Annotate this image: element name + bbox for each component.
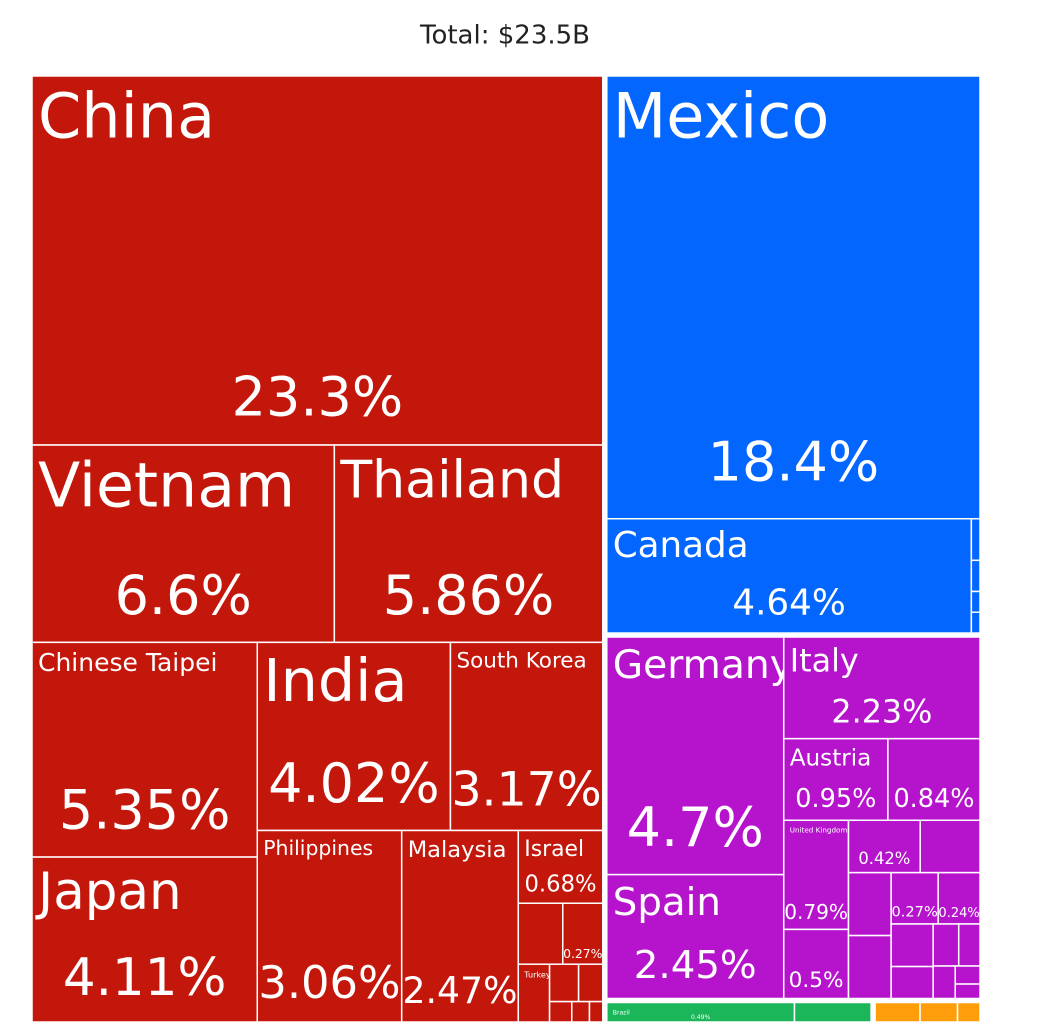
tile [606,75,981,520]
tile [606,636,785,876]
tile-label: Germany [613,643,793,688]
tile-label: Israel [524,837,584,862]
tile [890,965,934,1000]
tile [932,923,960,967]
tile [31,444,336,644]
tile-value: 0.68% [524,872,596,898]
tile-label: Austria [790,745,872,771]
tile-value: 0.95% [795,784,876,814]
tile-label: Vietnam [38,449,295,521]
tile-label: Mexico [613,80,830,153]
tile-label: United Kingdom [790,826,848,835]
tile-value: 4.7% [627,796,764,859]
tile-value: 0.24% [938,906,979,921]
tile [847,819,921,874]
tile [562,902,604,965]
tile-label: Canada [613,525,749,566]
tile-value: 18.4% [708,430,880,493]
tile [517,829,604,904]
tile [548,1000,573,1023]
tile [400,829,520,1023]
tile-value: 3.17% [451,763,601,818]
tile [31,641,259,858]
tile-value: 5.86% [383,564,555,627]
tile-value: 4.64% [732,582,845,623]
tile [847,871,892,937]
tile-value: 23.3% [232,365,404,428]
tile [577,963,604,1003]
tile-value: 2.45% [634,943,757,988]
tile [570,1000,591,1023]
tile [956,1001,981,1023]
tile [890,923,934,968]
tile [588,1000,604,1023]
tile-label: Philippines [263,836,373,860]
tile [31,75,604,446]
tile [874,1001,921,1023]
tile-value: 0.79% [784,900,848,924]
tile [793,1001,872,1023]
tile [970,611,981,634]
tile-value: 4.11% [63,948,227,1008]
tile-value: 0.5% [789,968,844,993]
tile-value: 0.49% [691,1014,711,1021]
tile [333,444,604,644]
tile-value: 2.23% [831,693,932,730]
tile [932,965,956,1000]
tile [957,923,981,967]
tile [782,636,981,740]
tile [517,963,551,1023]
tile-value: 0.27% [891,903,937,920]
tile [606,517,973,634]
tile [782,737,889,822]
tile-label: Turkey [523,970,551,980]
tile-label: Japan [35,862,182,922]
tile [919,1001,959,1023]
tile-label: South Korea [456,649,586,674]
chart-title: Total: $23.5B [419,21,590,51]
tile [256,829,403,1023]
tile [970,559,981,593]
tile-label: China [38,80,215,153]
tile-value: 4.02% [268,752,440,815]
tile-label: Thailand [339,450,564,510]
tile-value: 0.84% [893,784,974,814]
tile [919,819,981,874]
tile [782,928,850,1000]
tile [256,641,452,832]
tile [954,983,981,1000]
tile-label: Italy [790,643,859,680]
tile [31,856,259,1023]
tile [937,871,981,925]
tile-value: 3.06% [258,956,400,1009]
tile-value: 0.42% [858,849,910,868]
tile [970,517,981,562]
tile [890,871,939,925]
tile [548,963,580,1003]
tile [970,590,981,614]
tile [606,873,785,1000]
tile [847,934,892,1000]
tile-label: India [263,646,407,715]
tile-value: 5.35% [59,779,231,842]
tile-value: 2.47% [403,969,518,1012]
tile-value: 0.27% [563,946,603,961]
tile [782,819,850,931]
tile-label: Chinese Taipei [38,648,217,677]
tile [887,737,981,822]
tile-value: 6.6% [115,564,252,627]
tile [954,965,981,985]
tile-label: Malaysia [408,837,507,863]
tile [517,902,564,965]
tile-label: Brazil [613,1009,630,1016]
tile-label: Spain [613,880,721,925]
